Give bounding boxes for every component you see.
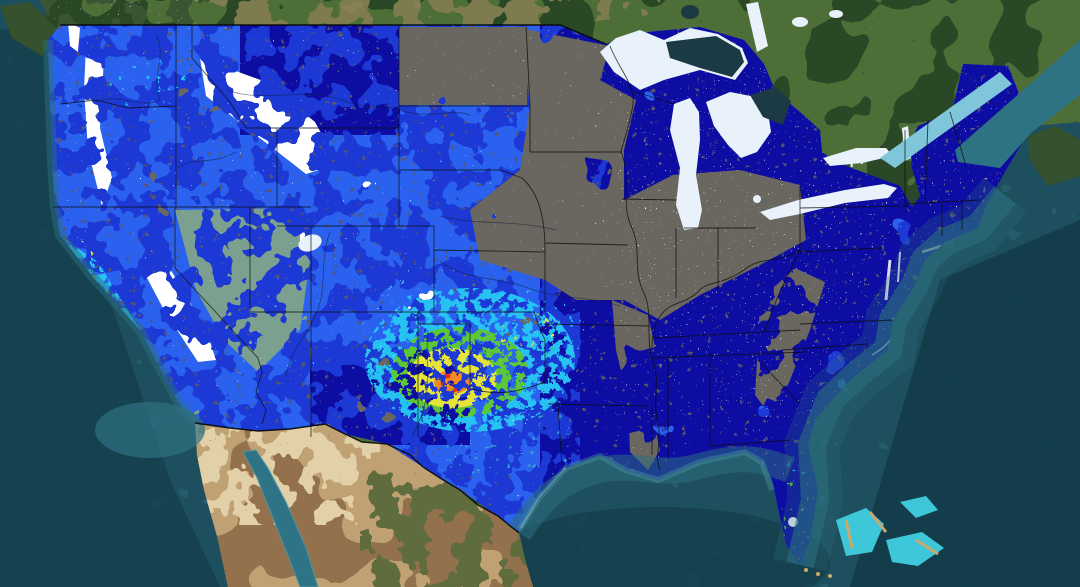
- gulf-nearshore-bright: [516, 448, 775, 532]
- bahama-island: [915, 538, 939, 556]
- state-boundaries: [53, 24, 981, 471]
- boundaries: [53, 24, 981, 534]
- lake-nipigon: [681, 5, 699, 19]
- atlantic-deep-water: [850, 220, 1080, 587]
- chesapeake-bay-ice: [884, 259, 892, 301]
- lake-huron: [706, 92, 771, 158]
- nova-scotia: [1028, 126, 1080, 186]
- puget-sound-ice: [68, 25, 80, 52]
- bahama-bank: [836, 508, 884, 556]
- bahama-bank: [900, 496, 938, 518]
- continental-shelves: [43, 39, 1027, 572]
- country-borders: [60, 24, 607, 534]
- bahama-island: [844, 519, 854, 549]
- gulf-deep-water: [490, 507, 830, 587]
- florida-key: [816, 572, 820, 576]
- great-lakes: [600, 2, 1080, 230]
- gulf-of-st-lawrence: [955, 40, 1080, 168]
- prairie-light-band: [200, 0, 500, 25]
- atlantic-shelf: [786, 186, 1016, 569]
- lake-winnipeg-ice: [746, 2, 768, 52]
- florida-key: [804, 568, 808, 572]
- socal-bight-shallow: [95, 402, 205, 458]
- lake-erie: [760, 184, 897, 220]
- gulf-shelf: [508, 446, 795, 541]
- bahama-bank: [886, 532, 944, 566]
- florida-key: [828, 574, 832, 578]
- lake-ontario: [823, 148, 893, 166]
- shallow-banks: [836, 496, 944, 566]
- pacific-shelf: [43, 39, 199, 427]
- canada-lake-ice: [792, 17, 808, 27]
- bahama-island: [868, 511, 888, 533]
- delaware-bay-ice: [897, 251, 901, 283]
- florida-keys: [804, 568, 832, 578]
- canada-lake-ice: [829, 10, 843, 18]
- bahama-islands: [844, 511, 939, 556]
- rivers: [95, 35, 621, 437]
- lake-michigan: [670, 98, 702, 230]
- bahama-banks: [804, 496, 944, 578]
- finger-lakes: [849, 151, 863, 168]
- lakes-open-water: [666, 5, 791, 125]
- st-lawrence-river: [880, 72, 1012, 168]
- lake-superior-open-water: [666, 36, 744, 77]
- great-salt-lake: [298, 234, 322, 252]
- lake-st-clair: [753, 195, 761, 203]
- gulf-of-california: [241, 449, 319, 587]
- georgian-bay: [750, 87, 791, 125]
